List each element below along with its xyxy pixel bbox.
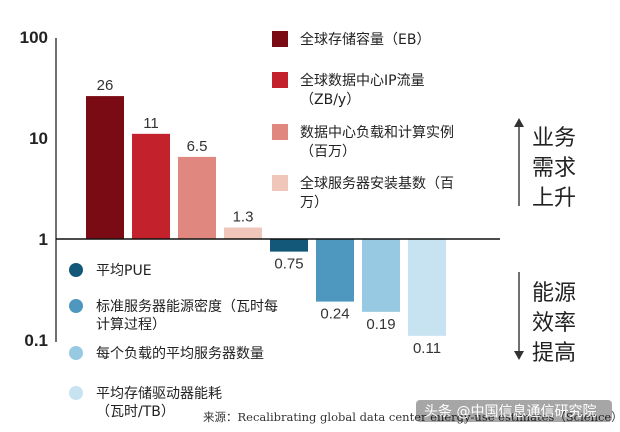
legend-label: （瓦时/TB） <box>96 404 175 420</box>
annotation-up: 上升 <box>532 186 576 211</box>
bar <box>86 96 124 239</box>
legend-swatch <box>69 299 83 313</box>
legend-swatch <box>272 72 288 88</box>
annotation-up: 业务 <box>532 126 576 151</box>
down-arrow-head <box>514 351 524 360</box>
legend-label: 全球数据中心IP流量 <box>300 72 425 89</box>
legend-label: 平均存储驱动器能耗 <box>96 386 222 402</box>
legend-label: 全球服务器安装基数（百 <box>300 175 454 192</box>
bar-value-label: 0.24 <box>320 306 349 323</box>
y-tick-label: 1 <box>39 230 48 249</box>
source-text: 来源：Recalibrating global data center ener… <box>203 410 620 424</box>
watermark-text: 头条 @中国信息通信研究院 <box>424 403 596 420</box>
annotation-down: 能源 <box>532 281 576 306</box>
legend-label: （百万） <box>300 144 356 160</box>
legend-swatch <box>272 124 288 140</box>
bar-value-label: 26 <box>97 77 114 94</box>
legend-swatch <box>69 386 83 400</box>
legend-label: 数据中心负载和计算实例 <box>300 125 454 141</box>
y-tick-label: 10 <box>29 129 48 148</box>
bar-value-label: 0.19 <box>366 316 395 333</box>
bar <box>178 156 216 239</box>
bar <box>316 239 354 302</box>
bar-value-label: 1.3 <box>233 208 254 225</box>
legend-label: 标准服务器能源密度（瓦时每 <box>96 298 278 315</box>
y-tick-label: 100 <box>20 28 48 47</box>
bar <box>132 133 170 239</box>
legend-label: 每个负载的平均服务器数量 <box>96 346 264 362</box>
annotation-down: 提高 <box>532 341 576 366</box>
legend-label: 平均PUE <box>96 263 152 279</box>
legend-swatch <box>69 346 83 360</box>
legend-swatch <box>69 263 83 277</box>
legend-swatch <box>272 31 288 47</box>
watermark-backing <box>416 400 612 422</box>
legend-swatch <box>272 175 288 191</box>
bar <box>362 239 400 312</box>
bar-value-label: 6.5 <box>187 138 208 155</box>
legend-label: 万） <box>300 195 328 211</box>
legend-label: 计算过程） <box>96 317 166 333</box>
bar <box>270 239 308 252</box>
legend-label: 全球存储容量（EB） <box>300 31 430 48</box>
legend-label: （ZB/y） <box>300 92 360 108</box>
annotation-up: 需求 <box>532 156 576 181</box>
y-tick-label: 0.1 <box>24 331 48 350</box>
annotation-down: 效率 <box>532 311 576 336</box>
bar-value-label: 11 <box>143 115 159 132</box>
bar <box>408 239 446 336</box>
bar-value-label: 0.75 <box>274 256 303 273</box>
bar <box>224 227 262 239</box>
up-arrow-head <box>514 118 524 127</box>
bar-value-label: 0.11 <box>413 340 441 357</box>
